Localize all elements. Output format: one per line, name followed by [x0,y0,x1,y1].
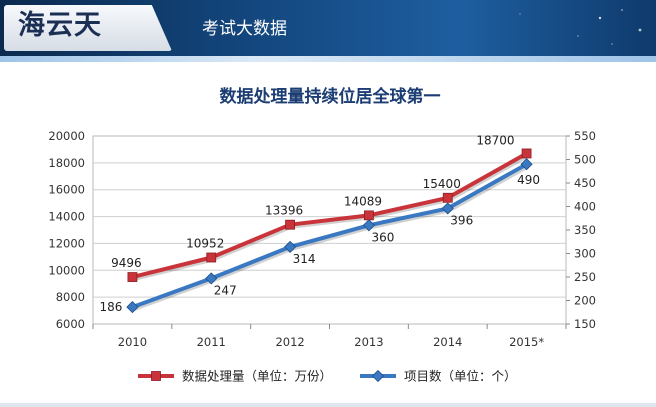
data-point-projects [205,272,218,285]
y-right-tick-label: 550 [574,129,596,143]
legend: 数据处理量（单位：万份） 项目数（单位：个） [138,369,517,384]
legend-label-projects: 项目数（单位：个） [404,369,517,384]
y-right-tick-label: 150 [574,317,596,331]
data-point-projects [520,158,533,171]
data-point-processing [442,192,453,203]
data-point-processing [521,148,532,159]
data-label-projects: 360 [371,230,394,244]
x-tick-label: 2014 [433,335,462,349]
series-shadow-processing [133,153,530,282]
y-right-tick-label: 450 [574,176,596,190]
y-right-tick-label: 500 [574,153,596,167]
data-point-projects [362,219,375,232]
data-label-projects: 396 [450,213,473,227]
logo-tab [4,5,172,51]
y-left-tick-label: 10000 [48,263,85,277]
y-right-tick-label: 200 [574,294,596,308]
data-label-projects: 186 [100,300,123,314]
data-label-projects: 247 [214,283,237,297]
data-label-processing: 18700 [476,133,514,147]
y-left-tick-label: 14000 [48,210,85,224]
x-tick-label: 2015* [509,335,544,349]
y-left-tick-label: 8000 [56,290,85,304]
series-shadow-projects [133,164,530,311]
y-right-tick-label: 400 [574,200,596,214]
data-label-projects: 490 [517,173,540,187]
data-label-processing: 14089 [344,194,382,208]
data-label-processing: 15400 [423,177,461,191]
y-right-tick-label: 350 [574,223,596,237]
brand-logo-text: 海云天 [18,10,102,41]
data-label-processing: 9496 [111,256,142,270]
y-right-tick-label: 300 [574,247,596,261]
data-label-processing: 13396 [265,204,303,218]
chart-title: 数据处理量持续位居全球第一 [220,86,441,107]
plot-area: 6000 8000 10000 12000 14000 16000 18000 20000 15… [48,129,596,349]
data-point-processing [364,210,374,221]
bottom-rule [0,403,656,407]
x-tick-label: 2010 [118,335,147,349]
x-tick-label: 2013 [354,335,383,349]
data-point-processing [206,252,217,263]
data-point-projects [441,202,454,215]
y-left-tick-label: 18000 [48,156,85,170]
x-tick-label: 2011 [197,335,226,349]
y-left-tick-label: 6000 [56,317,85,331]
header-banner: 海云天 考试大数据 [0,0,656,62]
data-label-processing: 10952 [186,237,224,251]
series-line-processing [131,151,528,280]
data-point-processing [285,219,295,230]
y-left-tick-label: 16000 [48,183,85,197]
data-point-projects [284,240,297,253]
x-tick-label: 2012 [275,335,304,349]
data-point-projects [126,301,139,314]
data-label-projects: 314 [293,252,316,266]
section-title: 考试大数据 [202,19,287,39]
data-point-processing [127,272,138,282]
legend-label-processing: 数据处理量（单位：万份） [182,369,332,384]
series-line-projects [131,162,528,309]
line-chart: 数据处理量持续位居全球第一 6000 8000 10000 12000 14000 160… [48,86,596,384]
y-right-tick-label: 250 [574,270,596,284]
y-left-tick-label: 20000 [48,129,85,143]
legend-marker-projects [371,369,385,383]
y-left-tick-label: 12000 [48,236,85,250]
star-decoration [519,9,642,45]
legend-marker-processing [151,371,161,381]
